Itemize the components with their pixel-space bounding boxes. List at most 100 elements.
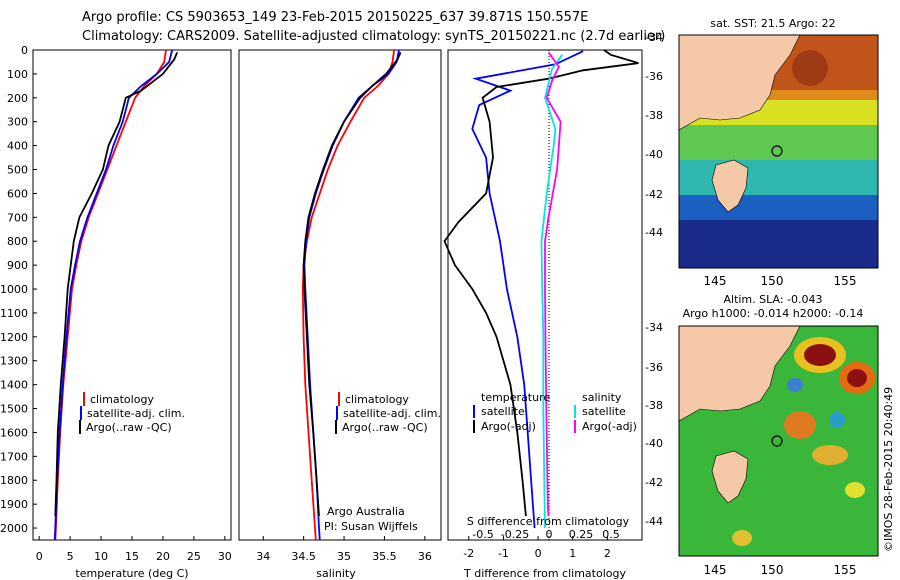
y-tick-label-7: 700 [7, 211, 28, 224]
sst-green-band [679, 125, 878, 165]
s-tick-5: 0.5 [602, 528, 620, 541]
header-line-2: Climatology: CARS2009. Satellite-adjuste… [82, 29, 666, 44]
diff-legend-s-argo: Argo(-adj) [582, 420, 637, 433]
series-2-0 [471, 50, 584, 529]
x-tick-label-1-4: 36 [418, 550, 432, 563]
y-tick-label-18: 1800 [0, 474, 28, 487]
series-2-2 [540, 54, 564, 529]
sst-lon-2: 150 [761, 274, 784, 288]
x-tick-label-0-0: 0 [36, 550, 43, 563]
sal-annotation-2: PI: Susan Wijffels [324, 520, 418, 533]
sst-lon-1: 145 [704, 274, 727, 288]
y-tick-label-4: 400 [7, 140, 28, 153]
sla-lat-2: -36 [645, 361, 663, 374]
y-tick-label-10: 1000 [0, 283, 28, 296]
sla-anomaly-d [812, 445, 848, 465]
diff-legend-t-sat: satellite [481, 405, 525, 418]
x-tick-label-2-3: 1 [569, 547, 576, 560]
x-tick-label-0-4: 20 [156, 550, 170, 563]
sla-title-1: Altim. SLA: -0.043 [723, 293, 822, 306]
y-tick-label-12: 1200 [0, 331, 28, 344]
australia-mainland-sla [678, 325, 801, 422]
sal-annotation-1: Argo Australia [327, 505, 405, 518]
sla-lon-1: 145 [704, 563, 727, 577]
tasmania-sst [711, 159, 749, 213]
imos-timestamp: ©IMOS 28-Feb-2015 20:40:49 [882, 387, 895, 552]
sal-legend-climatology: climatology [345, 393, 409, 406]
s-tick-3: 0 [546, 528, 553, 541]
sst-argo-marker [771, 145, 783, 157]
sla-lat-1: -34 [645, 321, 663, 334]
series-0-1 [53, 49, 174, 541]
y-tick-label-6: 600 [7, 187, 28, 200]
x-tick-label-1-3: 35.5 [372, 550, 397, 563]
s-tick-4: 0.25 [569, 528, 594, 541]
salinity-axes-frame [238, 49, 442, 541]
t-difference-xlabel: T difference from climatology [463, 567, 626, 580]
tasmania-sla [711, 450, 749, 504]
salinity-xlabel: salinity [316, 567, 356, 580]
sla-lat-3: -38 [645, 399, 663, 412]
sla-map [678, 325, 879, 557]
x-tick-label-1-2: 35 [337, 550, 351, 563]
sst-lon-3: 155 [834, 274, 857, 288]
sla-map-frame [678, 325, 879, 557]
temperature-x-axis: 0 5 10 15 20 25 30 [36, 536, 232, 563]
y-tick-label-0: 0 [21, 44, 28, 57]
sla-lat-5: -42 [645, 476, 663, 489]
x-tick-label-0-1: 5 [67, 550, 74, 563]
t-difference-x-axis: -2 -1 0 1 2 [463, 536, 611, 560]
sst-map [678, 34, 879, 269]
s-tick-1: -0.5 [472, 528, 493, 541]
y-tick-label-17: 1700 [0, 450, 28, 463]
sst-blue-band [679, 195, 878, 220]
y-tick-label-1: 100 [7, 68, 28, 81]
sst-map-frame [678, 34, 879, 269]
sla-anomaly-b-core [847, 369, 867, 387]
x-tick-label-0-3: 15 [125, 550, 139, 563]
diff-legend-salinity-title: salinity [582, 391, 622, 404]
header-line-1: Argo profile: CS 5903653_149 23-Feb-2015… [82, 10, 589, 25]
sla-lon-3: 155 [834, 563, 857, 577]
sla-title-2: Argo h1000: -0.014 h2000: -0.14 [683, 307, 864, 320]
sla-anomaly-e [787, 378, 803, 392]
series-2-3 [544, 51, 562, 517]
sst-lat-3: -38 [645, 109, 663, 122]
difference-series [443, 49, 639, 529]
series-2-1 [443, 49, 639, 517]
temperature-xlabel: temperature (deg C) [75, 567, 188, 580]
sst-lat-1: -34 [645, 31, 663, 44]
y-tick-label-19: 1900 [0, 498, 28, 511]
diff-legend-t-argo: Argo(-adj) [481, 420, 536, 433]
sla-anomaly-a-core [804, 344, 836, 366]
sst-map-title: sat. SST: 21.5 Argo: 22 [710, 17, 835, 30]
y-tick-label-20: 2000 [0, 522, 28, 535]
y-tick-label-9: 900 [7, 259, 28, 272]
y-tick-label-2: 200 [7, 92, 28, 105]
salinity-series [301, 49, 402, 541]
australia-mainland-sst [678, 34, 801, 131]
depth-axis: 0 100 200 300 400 500 600 700 800 900 1000 1100 1200… [0, 44, 37, 535]
y-tick-label-11: 1100 [0, 307, 28, 320]
sla-anomaly-g [845, 482, 865, 498]
temperature-plot: 0100200300400500600700800900100011001200… [0, 44, 232, 563]
x-tick-label-0-5: 25 [187, 550, 201, 563]
y-tick-label-16: 1600 [0, 426, 28, 439]
salinity-x-axis: 34 34.5 35 35.5 36 [256, 536, 432, 563]
s-tick-2: -0.25 [501, 528, 529, 541]
temp-legend-climatology: climatology [90, 393, 154, 406]
x-tick-label-2-1: -1 [498, 547, 509, 560]
sla-anomaly-h [732, 530, 752, 546]
sst-lat-5: -42 [645, 188, 663, 201]
x-tick-label-2-2: 0 [535, 547, 542, 560]
temperature-series [53, 49, 179, 541]
x-tick-label-1-0: 34 [256, 550, 270, 563]
y-tick-label-15: 1500 [0, 403, 28, 416]
diff-legend-s-sat: satellite [582, 405, 626, 418]
series-0-2 [54, 52, 179, 517]
y-tick-label-5: 500 [7, 164, 28, 177]
sst-eddy [792, 50, 828, 86]
series-0-0 [54, 49, 167, 541]
